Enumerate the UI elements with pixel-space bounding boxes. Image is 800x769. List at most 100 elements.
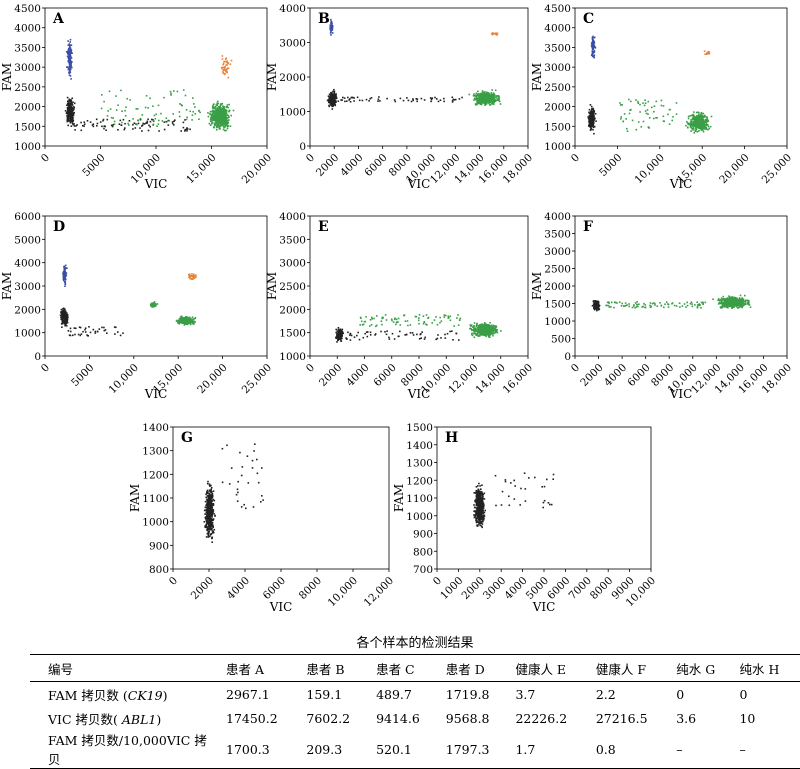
data-point [382,317,384,319]
data-point [177,320,179,322]
data-point [65,316,67,318]
data-point [701,128,703,130]
data-point [702,302,704,304]
data-point [653,111,655,113]
data-point [594,118,596,120]
data-point [228,115,230,117]
data-point [60,317,62,319]
x-axis-label: VIC [669,387,693,401]
data-point [125,106,127,108]
data-point [115,95,117,97]
data-point [412,332,414,334]
data-point [69,67,71,69]
data-point [124,127,126,129]
data-point [184,119,186,121]
data-point [690,130,692,132]
data-point [638,303,640,305]
data-point [474,322,476,324]
data-point [179,103,181,105]
x-tick-label: 6000 [362,152,389,179]
data-point [608,305,610,307]
data-point [114,333,116,335]
data-point [650,307,652,309]
y-tick-label: 2000 [544,281,571,293]
y-tick-label: 4000 [544,211,571,223]
data-point [344,97,346,99]
data-point [596,304,598,306]
data-point [492,98,494,100]
data-point [705,119,707,121]
data-point [220,119,222,121]
data-point [489,326,491,328]
data-point [69,74,71,76]
data-point [700,124,702,126]
data-point [636,129,638,131]
data-point [395,324,397,326]
data-point [70,39,72,41]
data-point [629,109,631,111]
data-point [706,121,708,123]
data-point [72,123,74,125]
data-point [732,297,734,299]
data-point [142,123,144,125]
data-point [61,319,63,321]
data-point [162,120,164,122]
data-point [68,100,70,102]
data-point [667,114,669,116]
data-point [359,339,361,341]
data-point [661,105,663,107]
data-point [230,63,232,65]
y-axis-label: FAM [0,63,14,91]
data-point [635,302,637,304]
data-point [371,97,373,99]
x-tick-label: 0 [569,152,582,165]
data-point [590,126,592,128]
data-point [491,95,493,97]
data-point [180,130,182,132]
data-point [483,98,485,100]
data-point [443,98,445,100]
data-point [481,94,483,96]
data-point [492,97,494,99]
data-point [407,320,409,322]
data-point [83,125,85,127]
data-point [696,120,698,122]
data-point [191,320,193,322]
data-point [621,104,623,106]
data-point [63,280,65,282]
data-point [370,334,372,336]
data-point [389,338,391,340]
data-point [610,306,612,308]
data-point [720,306,722,308]
data-point [679,302,681,304]
data-point [473,331,475,333]
y-tick-label: 1500 [14,121,41,133]
data-point [216,129,218,131]
data-point [493,327,495,329]
data-point [146,122,148,124]
x-tick-label: 10,000 [632,152,666,186]
data-point [220,113,222,115]
data-point [195,275,197,277]
panel-label: D [53,219,65,235]
data-point [189,129,191,131]
data-point [168,124,170,126]
data-point [478,97,480,99]
data-point [360,317,362,319]
data-point [496,34,498,36]
data-point [416,101,418,103]
data-point [69,110,71,112]
data-point [221,104,223,106]
data-point [595,303,597,305]
data-point [191,119,193,121]
data-point [334,100,336,102]
data-point [219,106,221,108]
y-tick-label: 1000 [14,328,41,340]
data-point [226,72,228,74]
data-point [595,300,597,302]
data-point [704,50,706,52]
data-point [100,121,102,123]
data-point [477,99,479,101]
